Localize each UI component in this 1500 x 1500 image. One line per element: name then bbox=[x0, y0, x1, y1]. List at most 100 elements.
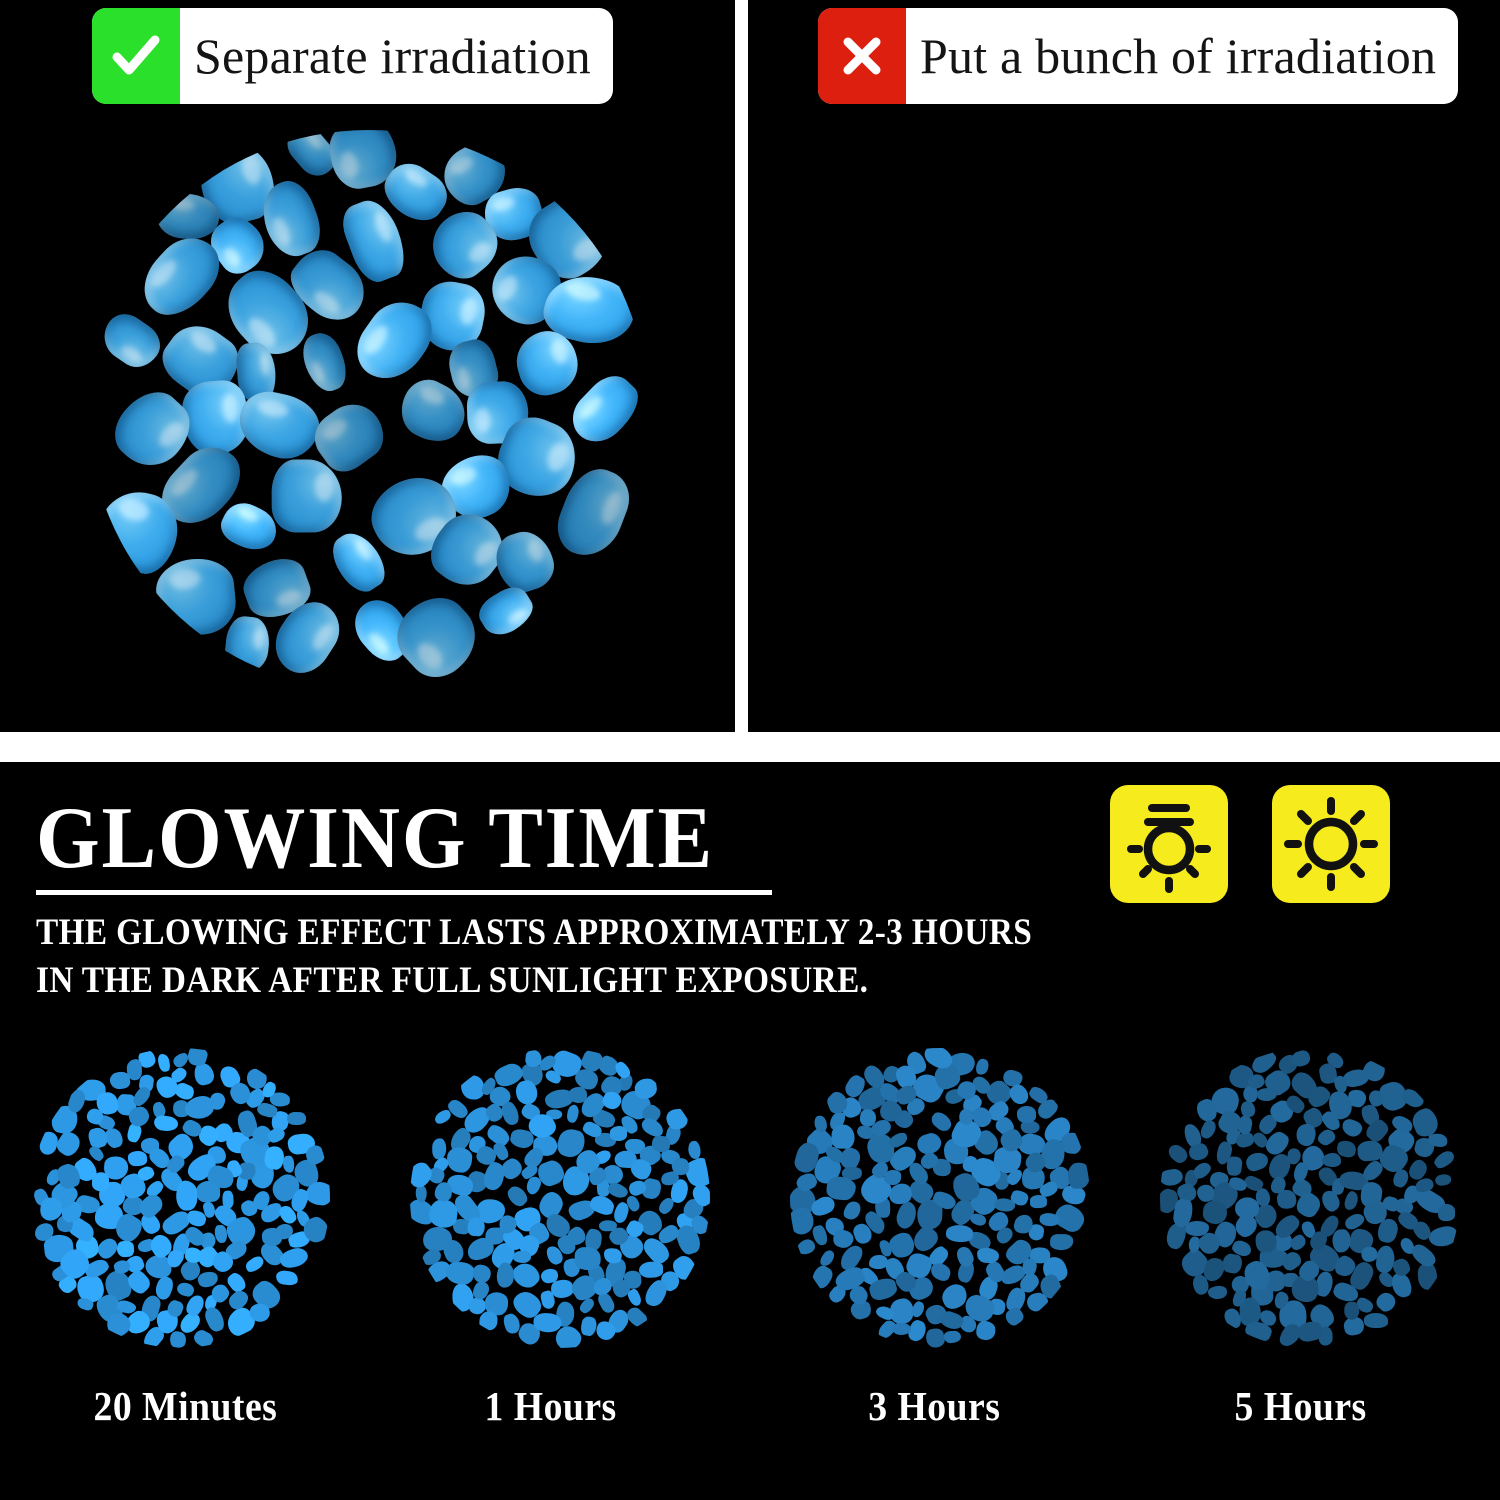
glow-pebble bbox=[221, 1190, 234, 1209]
glow-pebble bbox=[600, 1089, 624, 1113]
sun-icon bbox=[1272, 785, 1390, 903]
glow-pebble bbox=[831, 1124, 856, 1149]
glow-pebble bbox=[1357, 1139, 1384, 1162]
callout-label-separate: Separate irradiation bbox=[194, 28, 591, 84]
glow-pebble bbox=[1343, 1301, 1360, 1320]
glow-pebble bbox=[275, 1269, 300, 1287]
glow-stage: 5 Hours bbox=[1150, 1048, 1470, 1430]
glow-pebble bbox=[1339, 1117, 1365, 1140]
glow-pebble bbox=[1399, 1087, 1426, 1111]
glow-pebble bbox=[1236, 1114, 1255, 1136]
glow-pebble bbox=[633, 1077, 658, 1100]
pebble bbox=[96, 306, 169, 376]
pebble bbox=[223, 614, 272, 674]
glow-pebble bbox=[609, 1126, 628, 1142]
glow-stage-label: 3 Hours bbox=[868, 1383, 1001, 1429]
glow-pebble bbox=[1207, 1285, 1228, 1301]
glow-pebble bbox=[533, 1312, 562, 1333]
glow-pebble bbox=[841, 1198, 864, 1223]
glow-pebble bbox=[1160, 1166, 1184, 1187]
pebble bbox=[271, 458, 343, 533]
glow-pebble bbox=[461, 1075, 485, 1099]
glow-pebble bbox=[1256, 1087, 1277, 1101]
glow-stage-label: 5 Hours bbox=[1234, 1383, 1367, 1429]
glow-pebble bbox=[924, 1327, 946, 1348]
glow-pebble bbox=[277, 1244, 310, 1271]
glow-pebble bbox=[512, 1251, 531, 1264]
glow-pebble bbox=[1374, 1245, 1396, 1274]
glow-stage-label: 1 Hours bbox=[484, 1383, 617, 1429]
glow-pebble bbox=[1373, 1289, 1399, 1315]
glow-pebble bbox=[1343, 1190, 1361, 1212]
glow-pebble bbox=[445, 1260, 475, 1285]
glow-pebble bbox=[156, 1053, 171, 1073]
glow-stage: 1 Hours bbox=[400, 1048, 720, 1430]
callout-separate-irradiation: Separate irradiation bbox=[92, 8, 613, 104]
glow-pebble bbox=[202, 1304, 228, 1334]
glowing-time-heading-block: GLOWING TIME THE GLOWING EFFECT LASTS AP… bbox=[36, 794, 1033, 1004]
glow-pebble bbox=[945, 1223, 975, 1244]
glow-pebble bbox=[1165, 1141, 1191, 1167]
glow-pebble bbox=[1321, 1152, 1341, 1167]
glow-pebble bbox=[825, 1176, 857, 1202]
pebble bbox=[384, 583, 491, 690]
glow-pebble bbox=[1363, 1313, 1388, 1329]
glow-pebble bbox=[127, 1151, 148, 1167]
glow-pebble bbox=[1016, 1105, 1037, 1124]
title-underline-rule bbox=[36, 890, 772, 896]
glow-stage: 20 Minutes bbox=[20, 1048, 340, 1430]
glow-pebble bbox=[929, 1260, 954, 1284]
description-line-2: IN THE DARK AFTER FULL SUNLIGHT EXPOSURE… bbox=[36, 959, 869, 1001]
check-icon bbox=[92, 8, 180, 104]
panel-bunch-irradiation bbox=[748, 0, 1500, 732]
description-line-1: THE GLOWING EFFECT LASTS APPROXIMATELY 2… bbox=[36, 912, 1033, 954]
glow-pebble bbox=[1426, 1223, 1460, 1250]
glow-pebble bbox=[168, 1330, 188, 1348]
glow-pebble bbox=[92, 1171, 110, 1192]
glow-pebble bbox=[579, 1315, 598, 1338]
glow-pebble bbox=[1022, 1258, 1038, 1277]
callout-bunch-irradiation: Put a bunch of irradiation bbox=[818, 8, 1459, 104]
glow-pebble bbox=[175, 1180, 198, 1211]
glow-pebble bbox=[1050, 1234, 1074, 1251]
glow-pebble bbox=[473, 1264, 492, 1284]
glow-pebble bbox=[1361, 1246, 1378, 1262]
glow-disc bbox=[410, 1048, 710, 1348]
pebble bbox=[562, 366, 648, 453]
glow-pebble bbox=[281, 1155, 295, 1174]
glow-pebble bbox=[1198, 1117, 1220, 1141]
glow-disc bbox=[30, 1048, 330, 1348]
glow-pebble bbox=[445, 1145, 473, 1174]
glow-pebble bbox=[52, 1128, 84, 1160]
glow-pebble bbox=[109, 1070, 132, 1091]
glow-pebble bbox=[479, 1311, 498, 1331]
glow-pebble bbox=[1255, 1230, 1277, 1253]
glow-pebble bbox=[495, 1261, 516, 1289]
glow-pebble bbox=[574, 1246, 601, 1270]
glow-pebble bbox=[116, 1240, 135, 1258]
glowing-time-description: THE GLOWING EFFECT LASTS APPROXIMATELY 2… bbox=[36, 909, 1033, 1004]
glow-pebble bbox=[175, 1280, 196, 1298]
glow-stage: 3 Hours bbox=[780, 1048, 1100, 1430]
glow-pebble bbox=[427, 1198, 459, 1230]
glow-pebble bbox=[638, 1261, 664, 1279]
glow-pebble bbox=[687, 1139, 702, 1160]
glow-pebble bbox=[1434, 1172, 1453, 1187]
glow-pebble bbox=[808, 1262, 835, 1291]
glow-pebble bbox=[974, 1057, 991, 1077]
glow-pebble bbox=[433, 1181, 453, 1202]
glow-pebble bbox=[1195, 1183, 1215, 1203]
glow-pebble bbox=[943, 1330, 961, 1345]
pebble bbox=[153, 555, 239, 639]
glow-pebble bbox=[1331, 1228, 1351, 1253]
glow-pebble bbox=[565, 1104, 580, 1124]
pebble bbox=[296, 327, 354, 397]
glow-pebble bbox=[623, 1304, 651, 1332]
callout-label-bunch: Put a bunch of irradiation bbox=[920, 28, 1437, 84]
glow-disc bbox=[790, 1048, 1090, 1348]
glow-pebble bbox=[286, 1111, 306, 1126]
glow-pebble bbox=[1437, 1204, 1455, 1222]
lamp-light-icon bbox=[1110, 785, 1228, 903]
glow-stage-label: 20 Minutes bbox=[93, 1383, 278, 1429]
